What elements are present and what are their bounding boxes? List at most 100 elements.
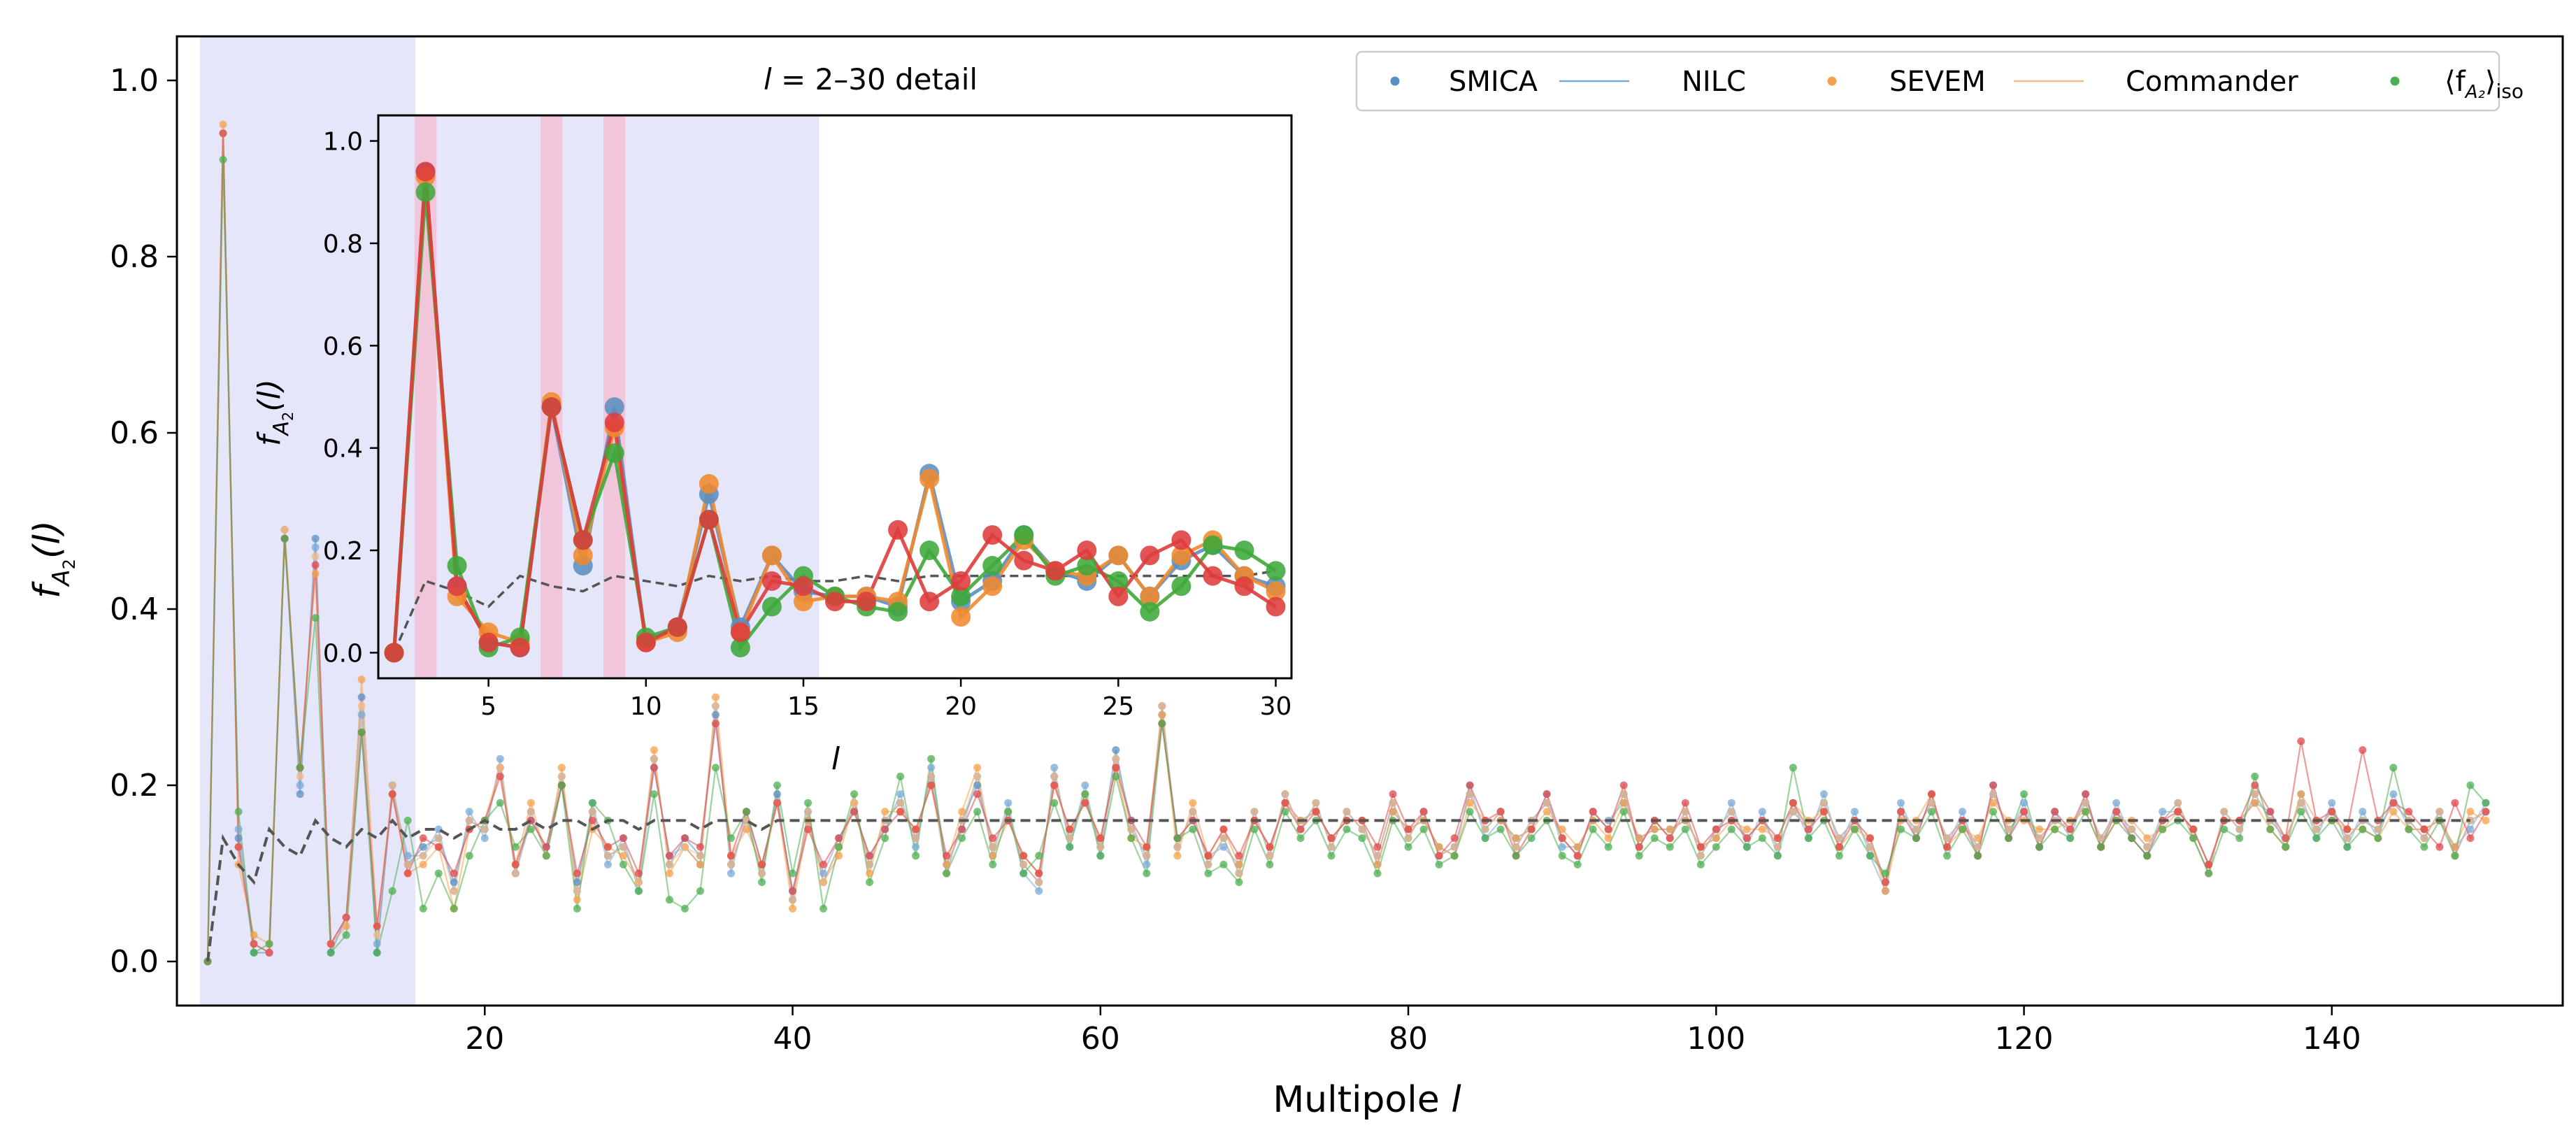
inset-point-3-14	[825, 592, 845, 612]
inset-point-2-12	[761, 596, 782, 617]
inset-xtick-label-5: 30	[1260, 692, 1292, 721]
main-point-5-104	[1804, 834, 1812, 843]
main-point-4-72	[1312, 808, 1320, 816]
main-point-5-28	[634, 887, 643, 895]
main-point-3-102	[1773, 843, 1782, 851]
main-ytick-label-4: 0.8	[110, 239, 159, 275]
main-point-3-34	[727, 860, 735, 868]
main-point-4-121	[2066, 825, 2075, 834]
main-point-0-33	[711, 710, 720, 719]
main-point-3-33	[711, 702, 720, 710]
main-point-4-91	[1604, 825, 1612, 834]
main-point-5-131	[2220, 825, 2228, 834]
main-point-5-36	[757, 878, 766, 887]
main-point-1-19	[496, 755, 504, 763]
main-point-3-7	[311, 552, 320, 560]
main-point-3-111	[1912, 825, 1920, 834]
main-point-3-96	[1681, 808, 1689, 816]
main-point-3-64	[1189, 808, 1197, 816]
main-point-4-42	[850, 808, 859, 816]
inset-point-2-24	[1140, 601, 1160, 622]
main-point-5-70	[1281, 808, 1289, 816]
inset-point-3-15	[857, 592, 877, 612]
main-point-1-105	[1819, 790, 1828, 799]
main-point-4-8	[327, 940, 335, 948]
main-point-1-107	[1850, 808, 1859, 816]
main-point-5-99	[1727, 825, 1736, 834]
inset-point-3-27	[1234, 576, 1254, 596]
main-point-5-80	[1435, 860, 1443, 868]
main-point-3-61	[1143, 852, 1151, 860]
main-point-3-69	[1266, 852, 1274, 860]
main-point-5-45	[896, 772, 905, 780]
main-point-5-11	[373, 948, 381, 957]
main-point-5-48	[943, 869, 951, 878]
main-point-5-109	[1881, 869, 1889, 878]
inset-point-2-7	[604, 443, 624, 463]
main-point-3-123	[2097, 834, 2105, 843]
main-point-5-146	[2451, 852, 2459, 860]
main-point-4-87	[1543, 790, 1551, 799]
inset-point-3-6	[573, 530, 593, 550]
main-point-4-89	[1573, 852, 1582, 860]
main-point-2-126	[2143, 834, 2152, 843]
main-point-5-35	[742, 808, 750, 816]
main-point-4-34	[727, 852, 735, 860]
main-point-4-129	[2189, 825, 2198, 834]
main-point-5-118	[2020, 790, 2028, 799]
main-point-1-147	[2466, 825, 2475, 834]
inset-point-0-7	[604, 397, 624, 417]
main-point-4-103	[1789, 799, 1797, 807]
main-point-4-32	[696, 843, 704, 851]
main-point-4-96	[1681, 799, 1689, 807]
main-point-5-53	[1019, 869, 1028, 878]
main-point-5-133	[2251, 772, 2259, 780]
main-point-5-10	[357, 728, 366, 736]
main-point-2-88	[1558, 825, 1566, 834]
main-point-5-47	[927, 755, 936, 763]
main-point-0-10	[357, 693, 366, 701]
inset-point-3-7	[604, 413, 624, 433]
main-point-4-19	[496, 772, 504, 780]
main-point-5-30	[665, 896, 673, 904]
main-point-5-60	[1127, 834, 1136, 843]
inset-point-2-2	[447, 556, 467, 575]
inset-point-3-3	[478, 632, 499, 652]
main-point-4-14	[419, 834, 427, 843]
main-point-5-3	[250, 948, 258, 957]
main-point-3-85	[1512, 843, 1520, 851]
main-point-3-133	[2251, 790, 2259, 799]
main-point-5-34	[727, 834, 735, 843]
main-point-2-35	[742, 825, 750, 834]
main-point-5-91	[1604, 843, 1612, 851]
main-point-4-143	[2405, 808, 2413, 816]
main-point-0-7	[311, 534, 320, 543]
main-point-5-65	[1204, 869, 1212, 878]
main-point-5-20	[511, 843, 520, 851]
inset-point-3-28	[1266, 596, 1286, 617]
main-point-5-38	[789, 869, 797, 878]
main-point-2-148	[2482, 816, 2490, 824]
main-point-5-134	[2266, 825, 2275, 834]
main-point-5-81	[1450, 852, 1459, 860]
inset-xtick-label-2: 15	[787, 692, 820, 721]
main-point-5-25	[588, 799, 596, 807]
main-xtick-label-0: 20	[465, 1021, 504, 1057]
main-point-3-62	[1158, 702, 1166, 710]
main-point-2-146	[2451, 843, 2459, 851]
main-point-4-130	[2205, 860, 2213, 868]
main-point-5-84	[1496, 825, 1505, 834]
main-point-2-23	[557, 764, 566, 772]
inset-point-3-2	[447, 576, 467, 596]
main-point-5-100	[1743, 843, 1751, 851]
main-point-1-88	[1558, 843, 1566, 851]
main-point-1-10	[357, 710, 366, 719]
main-point-3-59	[1112, 755, 1120, 763]
main-point-4-41	[835, 834, 843, 843]
inset-point-3-10	[699, 510, 719, 530]
main-point-4-81	[1450, 834, 1459, 843]
main-point-4-82	[1466, 781, 1474, 789]
main-point-3-131	[2220, 808, 2228, 816]
main-point-5-85	[1512, 852, 1520, 860]
main-point-2-21	[527, 799, 535, 807]
